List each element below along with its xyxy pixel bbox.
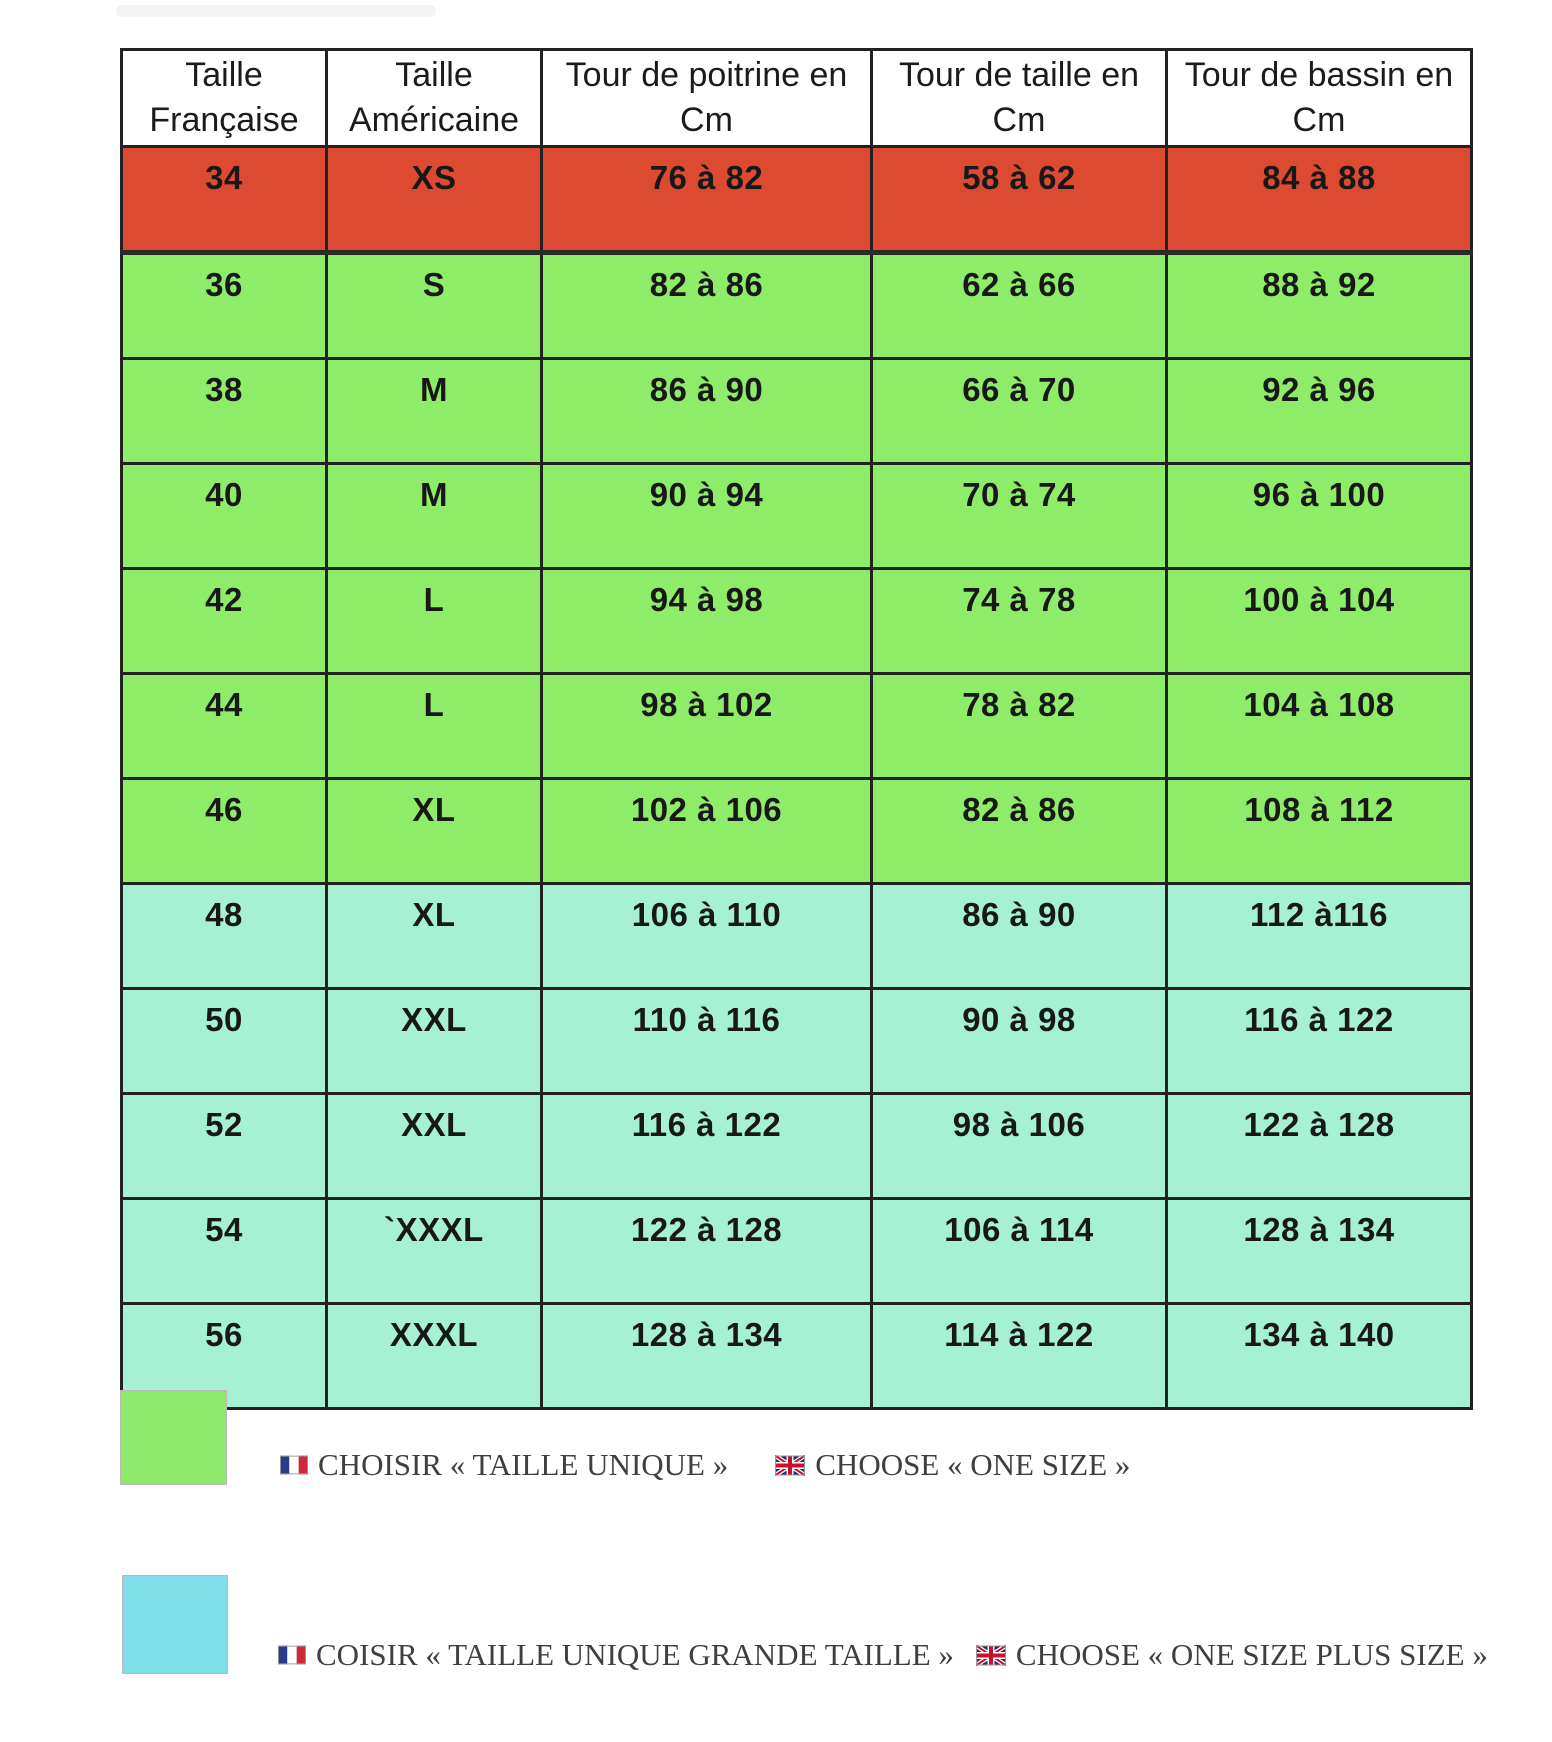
cell-waist: 114 à 122 — [870, 1302, 1168, 1410]
cell-waist: 86 à 90 — [870, 882, 1168, 990]
cell-chest: 128 à 134 — [540, 1302, 873, 1410]
cell-chest: 82 à 86 — [540, 251, 873, 360]
cell-hip: 112 à116 — [1165, 882, 1473, 990]
cell-american-size: M — [325, 462, 543, 570]
table-row: 44 L 98 à 102 78 à 82 104 à 108 — [120, 672, 1473, 780]
cell-hip: 96 à 100 — [1165, 462, 1473, 570]
column-header-french-size: Taille Française — [120, 48, 328, 148]
table-row: 38 M 86 à 90 66 à 70 92 à 96 — [120, 357, 1473, 465]
cell-hip: 88 à 92 — [1165, 251, 1473, 360]
size-chart-body: 34 XS 76 à 82 58 à 62 84 à 88 36 S 82 à 86 62 à … — [120, 145, 1473, 1410]
cell-waist: 62 à 66 — [870, 251, 1168, 360]
french-flag-icon — [278, 1645, 306, 1665]
cell-chest: 102 à 106 — [540, 777, 873, 885]
table-row: 52 XXL 116 à 122 98 à 106 122 à 128 — [120, 1092, 1473, 1200]
size-chart-table: Taille Française Taille Américaine Tour … — [120, 48, 1473, 1410]
cell-french-size: 36 — [120, 251, 328, 360]
cell-chest: 86 à 90 — [540, 357, 873, 465]
cell-american-size: L — [325, 567, 543, 675]
cell-waist: 90 à 98 — [870, 987, 1168, 1095]
column-header-chest: Tour de poitrine en Cm — [540, 48, 873, 148]
cell-hip: 128 à 134 — [1165, 1197, 1473, 1305]
cell-american-size: S — [325, 251, 543, 360]
cell-waist: 58 à 62 — [870, 145, 1168, 255]
cell-chest: 116 à 122 — [540, 1092, 873, 1200]
size-chart-header: Taille Française Taille Américaine Tour … — [120, 48, 1473, 148]
table-row: 56 XXXL 128 à 134 114 à 122 134 à 140 — [120, 1302, 1473, 1410]
cell-chest: 94 à 98 — [540, 567, 873, 675]
cell-french-size: 40 — [120, 462, 328, 570]
table-row: 54 `XXXL 122 à 128 106 à 114 128 à 134 — [120, 1197, 1473, 1305]
cell-american-size: XXXL — [325, 1302, 543, 1410]
cell-french-size: 50 — [120, 987, 328, 1095]
column-header-waist: Tour de taille en Cm — [870, 48, 1168, 148]
table-row: 42 L 94 à 98 74 à 78 100 à 104 — [120, 567, 1473, 675]
cell-waist: 74 à 78 — [870, 567, 1168, 675]
cell-hip: 116 à 122 — [1165, 987, 1473, 1095]
legend-plus-size: COISIR « TAILLE UNIQUE GRANDE TAILLE » C… — [278, 1637, 1488, 1673]
cell-chest: 106 à 110 — [540, 882, 873, 990]
column-header-american-size: Taille Américaine — [325, 48, 543, 148]
cell-american-size: XS — [325, 145, 543, 255]
cell-waist: 82 à 86 — [870, 777, 1168, 885]
cell-chest: 90 à 94 — [540, 462, 873, 570]
cell-french-size: 42 — [120, 567, 328, 675]
cell-hip: 92 à 96 — [1165, 357, 1473, 465]
uk-flag-icon — [975, 1644, 1006, 1666]
cell-waist: 70 à 74 — [870, 462, 1168, 570]
cell-chest: 110 à 116 — [540, 987, 873, 1095]
legend-one-size-fr-label: CHOISIR « TAILLE UNIQUE » — [318, 1447, 729, 1482]
size-chart: Taille Française Taille Américaine Tour … — [120, 48, 1473, 1410]
cell-french-size: 48 — [120, 882, 328, 990]
legend-plus-size-fr-label: COISIR « TAILLE UNIQUE GRANDE TAILLE » — [316, 1637, 954, 1672]
cell-waist: 106 à 114 — [870, 1197, 1168, 1305]
table-row: 34 XS 76 à 82 58 à 62 84 à 88 — [120, 145, 1473, 255]
cell-french-size: 44 — [120, 672, 328, 780]
cell-chest: 122 à 128 — [540, 1197, 873, 1305]
cell-hip: 100 à 104 — [1165, 567, 1473, 675]
cell-waist: 78 à 82 — [870, 672, 1168, 780]
column-header-hip: Tour de bassin en Cm — [1165, 48, 1473, 148]
table-row: 40 M 90 à 94 70 à 74 96 à 100 — [120, 462, 1473, 570]
cell-american-size: `XXXL — [325, 1197, 543, 1305]
table-row: 46 XL 102 à 106 82 à 86 108 à 112 — [120, 777, 1473, 885]
plus-size-color-swatch — [122, 1575, 228, 1674]
cell-hip: 134 à 140 — [1165, 1302, 1473, 1410]
cell-french-size: 38 — [120, 357, 328, 465]
cell-hip: 108 à 112 — [1165, 777, 1473, 885]
cell-chest: 98 à 102 — [540, 672, 873, 780]
cell-american-size: M — [325, 357, 543, 465]
table-row: 50 XXL 110 à 116 90 à 98 116 à 122 — [120, 987, 1473, 1095]
legend-one-size: CHOISIR « TAILLE UNIQUE » CHOOSE « ONE S… — [280, 1447, 1130, 1483]
cell-hip: 84 à 88 — [1165, 145, 1473, 255]
cell-french-size: 52 — [120, 1092, 328, 1200]
table-row: 48 XL 106 à 110 86 à 90 112 à116 — [120, 882, 1473, 990]
cell-french-size: 54 — [120, 1197, 328, 1305]
scan-artifact — [116, 5, 436, 17]
cell-french-size: 34 — [120, 145, 328, 255]
cell-hip: 122 à 128 — [1165, 1092, 1473, 1200]
cell-hip: 104 à 108 — [1165, 672, 1473, 780]
uk-flag-icon — [775, 1454, 806, 1476]
cell-american-size: XXL — [325, 987, 543, 1095]
cell-american-size: XXL — [325, 1092, 543, 1200]
legend-plus-size-en-label: CHOOSE « ONE SIZE PLUS SIZE » — [1015, 1637, 1488, 1672]
cell-waist: 66 à 70 — [870, 357, 1168, 465]
cell-french-size: 46 — [120, 777, 328, 885]
header-row: Taille Française Taille Américaine Tour … — [120, 48, 1473, 148]
cell-american-size: L — [325, 672, 543, 780]
cell-american-size: XL — [325, 777, 543, 885]
french-flag-icon — [280, 1455, 308, 1475]
cell-american-size: XL — [325, 882, 543, 990]
legend-one-size-en-label: CHOOSE « ONE SIZE » — [815, 1447, 1131, 1482]
cell-chest: 76 à 82 — [540, 145, 873, 255]
table-row: 36 S 82 à 86 62 à 66 88 à 92 — [120, 251, 1473, 360]
cell-waist: 98 à 106 — [870, 1092, 1168, 1200]
one-size-color-swatch — [120, 1390, 227, 1485]
